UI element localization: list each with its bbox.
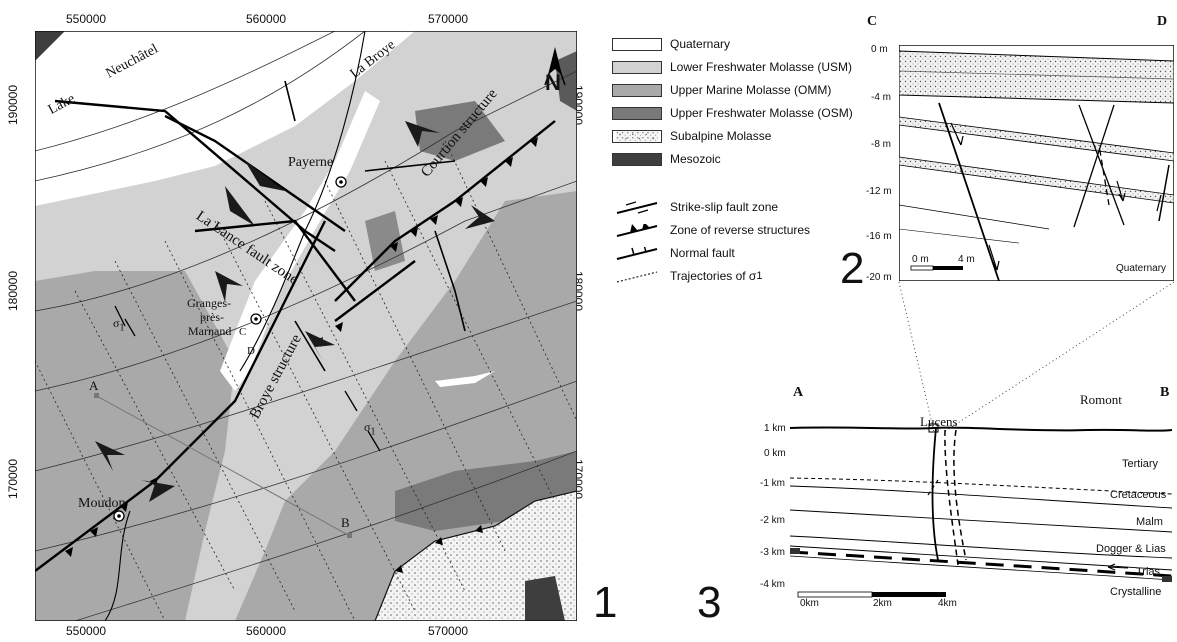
romont-label: Romont xyxy=(1080,392,1122,407)
x-tick-bottom: 570000 xyxy=(428,624,469,638)
reverse-fault-icon xyxy=(616,223,658,237)
point-d-label: D xyxy=(247,345,255,357)
section3-right-label: B xyxy=(1160,385,1170,400)
legend-quaternary: Quaternary xyxy=(612,36,730,52)
legend-subalpine: Subalpine Molasse xyxy=(612,128,771,144)
granges-label-3: Marnand xyxy=(188,324,232,338)
north-arrow-icon xyxy=(544,47,566,86)
sigma-label: σ1 xyxy=(113,316,125,334)
granges-label-2: près- xyxy=(200,310,224,324)
section2-left-label: C xyxy=(867,14,878,29)
legend-normal: Normal fault xyxy=(612,245,735,261)
layer-label-crystalline: Crystalline xyxy=(1110,586,1162,598)
point-b-label: B xyxy=(341,515,350,530)
swatch-usm xyxy=(612,60,662,74)
swatch-quaternary xyxy=(612,37,662,51)
depth-km-label: -3 km xyxy=(760,547,785,558)
layer-label-malm: Malm xyxy=(1136,516,1163,528)
moudon-label: Moudon xyxy=(78,496,126,511)
depth-label: -12 m xyxy=(866,186,892,197)
north-label: N xyxy=(545,70,561,95)
point-a-label: A xyxy=(89,378,99,393)
section3-scale-4: 4km xyxy=(938,598,957,609)
section2-scale-4: 4 m xyxy=(958,254,975,265)
depth-label: 0 m xyxy=(871,44,888,55)
depth-km-label: 0 km xyxy=(764,448,786,459)
layer-label-cretaceous: Cretaceous xyxy=(1110,489,1167,501)
panel-number-3: 3 xyxy=(697,578,722,627)
section2-scale-0: 0 m xyxy=(912,254,929,265)
map-panel: 550000 560000 570000 550000 560000 57000… xyxy=(6,12,617,638)
depth-label: -16 m xyxy=(866,231,892,242)
depth-label: -20 m xyxy=(866,272,892,283)
layer-label-dogger: Dogger & Lias xyxy=(1096,543,1166,555)
x-tick-top: 570000 xyxy=(428,12,469,26)
legend-reverse: Zone of reverse structures xyxy=(612,222,810,238)
layer-label-tertiary: Tertiary xyxy=(1122,458,1159,470)
section2-figure xyxy=(899,45,1174,281)
x-tick-bottom: 560000 xyxy=(246,624,287,638)
swatch-osm xyxy=(612,106,662,120)
depth-label: -4 m xyxy=(871,92,891,103)
section3-scale-2: 2km xyxy=(873,598,892,609)
legend-usm: Lower Freshwater Molasse (USM) xyxy=(612,59,852,75)
x-tick-top: 560000 xyxy=(246,12,287,26)
depth-km-label: -2 km xyxy=(760,515,785,526)
depth-km-label: 1 km xyxy=(764,423,786,434)
granges-label-1: Granges- xyxy=(187,296,231,310)
depth-label: -8 m xyxy=(871,139,891,150)
sigma-label: σ1 xyxy=(364,420,376,438)
legend-omm: Upper Marine Molasse (OMM) xyxy=(612,82,831,98)
panel-number-1: 1 xyxy=(593,578,618,627)
geologic-map xyxy=(35,31,577,621)
section3-scale-0: 0km xyxy=(800,598,819,609)
swatch-subalpine xyxy=(612,129,662,143)
swatch-omm xyxy=(612,83,662,97)
depth-km-label: -1 km xyxy=(760,478,785,489)
strike-slip-icon xyxy=(616,200,658,214)
section2-right-label: D xyxy=(1157,14,1168,29)
legend-strike-slip: Strike-slip fault zone xyxy=(612,199,778,215)
swatch-mesozoic xyxy=(612,152,662,166)
section3-left-label: A xyxy=(793,385,804,400)
legend-mesozoic: Mesozoic xyxy=(612,151,721,167)
section2-unit-label: Quaternary xyxy=(1116,263,1167,274)
section3-figure xyxy=(789,423,1173,598)
x-tick-top: 550000 xyxy=(66,12,107,26)
depth-km-label: -4 km xyxy=(760,579,785,590)
x-tick-bottom: 550000 xyxy=(66,624,107,638)
layer-label-trias: Trias xyxy=(1136,566,1161,578)
legend-osm: Upper Freshwater Molasse (OSM) xyxy=(612,105,853,121)
normal-fault-icon xyxy=(616,246,658,260)
panel-number-2: 2 xyxy=(840,244,865,293)
payerne-label: Payerne xyxy=(288,155,334,170)
trajectory-icon xyxy=(616,271,658,282)
point-c-label: C xyxy=(239,326,247,338)
